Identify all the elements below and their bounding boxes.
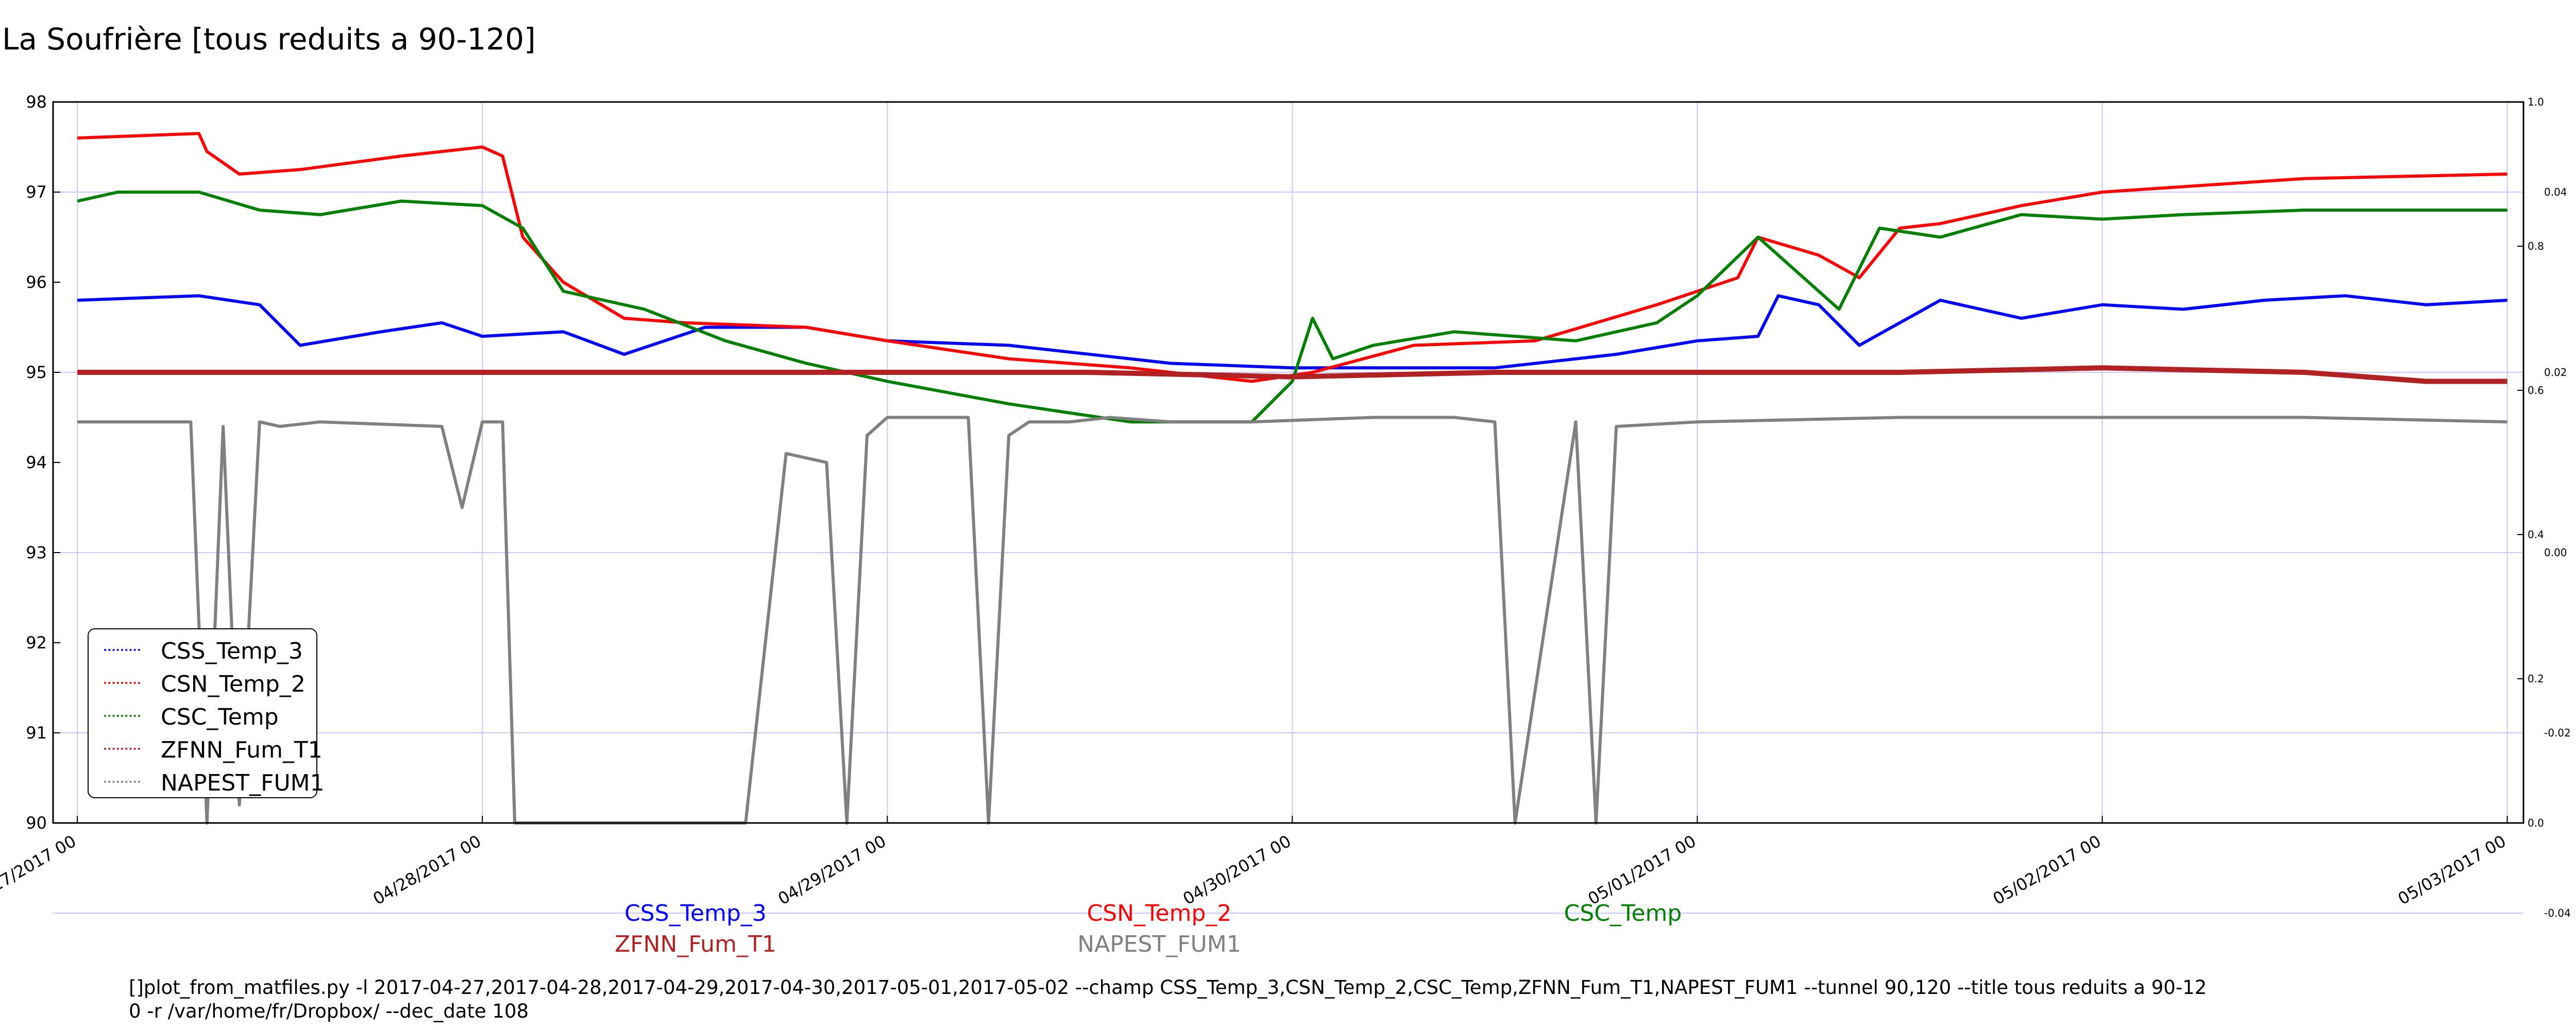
- y-tick-label: 96: [26, 272, 47, 292]
- series-label: NAPEST_FUM1: [1077, 931, 1241, 957]
- plot-area: [53, 102, 2523, 823]
- right-axis-tick-label: 0.6: [2528, 384, 2544, 397]
- legend-label: CSS_Temp_3: [161, 638, 303, 664]
- right-axis-2-tick-label: 0.04: [2544, 186, 2567, 198]
- legend-label: NAPEST_FUM1: [161, 769, 325, 796]
- y-tick-label: 95: [26, 363, 47, 382]
- legend-swatch: [104, 682, 140, 686]
- legend-label: ZFNN_Fum_T1: [161, 736, 323, 763]
- y-tick-label: 98: [26, 92, 47, 112]
- series-label: CSC_Temp: [1564, 900, 1682, 926]
- legend-item: CSN_Temp_2: [104, 668, 306, 699]
- x-tick-label: 04/30/2017 00: [1180, 831, 1295, 909]
- legend-item: CSS_Temp_3: [104, 636, 303, 666]
- legend-label: CSN_Temp_2: [161, 671, 306, 697]
- series-line: [77, 416, 2507, 825]
- x-tick-label: 05/02/2017 00: [1990, 831, 2105, 909]
- legend-item: ZFNN_Fum_T1: [104, 734, 323, 765]
- x-tick-label: 04/27/2017 00: [0, 831, 79, 909]
- legend: CSS_Temp_3 CSN_Temp_2 CSC_Temp ZFNN_Fum_…: [88, 628, 325, 798]
- series-label: CSS_Temp_3: [624, 900, 767, 926]
- right-axis-tick-label: 0.2: [2528, 673, 2544, 685]
- right-axis-2-tick-label: 0.00: [2544, 546, 2567, 559]
- y-tick-label: 93: [26, 543, 47, 562]
- right-axis-tick-label: 0.0: [2528, 817, 2544, 829]
- y-tick-label: 90: [26, 813, 47, 833]
- x-tick-label: 05/03/2017 00: [2395, 831, 2510, 909]
- right-axis-2-tick-label: 0.02: [2544, 366, 2567, 379]
- y-tick-label: 94: [26, 453, 47, 472]
- legend-item: NAPEST_FUM1: [104, 767, 325, 798]
- right-axis-2-tick-label: -0.02: [2544, 727, 2571, 739]
- series-line: [77, 191, 2507, 424]
- legend-swatch: [104, 781, 140, 785]
- y-tick-label: 97: [26, 182, 47, 202]
- legend-item: CSC_Temp: [104, 701, 279, 732]
- x-tick-label: 04/28/2017 00: [369, 831, 484, 909]
- legend-swatch: [104, 715, 140, 719]
- series-line: [77, 132, 2507, 383]
- right-axis-2-tick-label: -0.04: [2544, 907, 2571, 919]
- series-line: [77, 365, 2507, 384]
- command-line-footer: []plot_from_matfiles.py -l 2017-04-27,20…: [129, 976, 2207, 1022]
- x-tick-label: 04/29/2017 00: [774, 831, 889, 909]
- legend-label: CSC_Temp: [161, 703, 279, 730]
- right-axis-tick-label: 0.4: [2528, 528, 2544, 541]
- legend-swatch: [104, 649, 140, 653]
- chart-title: La Soufrière [tous reduits a 90-120]: [2, 22, 536, 57]
- right-axis-tick-label: 0.8: [2528, 240, 2544, 252]
- y-tick-label: 91: [26, 723, 47, 743]
- series-label: ZFNN_Fum_T1: [615, 931, 776, 957]
- legend-swatch: [104, 748, 140, 752]
- right-axis-tick-label: 1.0: [2528, 96, 2544, 108]
- series-label: CSN_Temp_2: [1087, 900, 1232, 926]
- y-tick-label: 92: [26, 633, 47, 653]
- x-tick-label: 05/01/2017 00: [1585, 831, 1700, 909]
